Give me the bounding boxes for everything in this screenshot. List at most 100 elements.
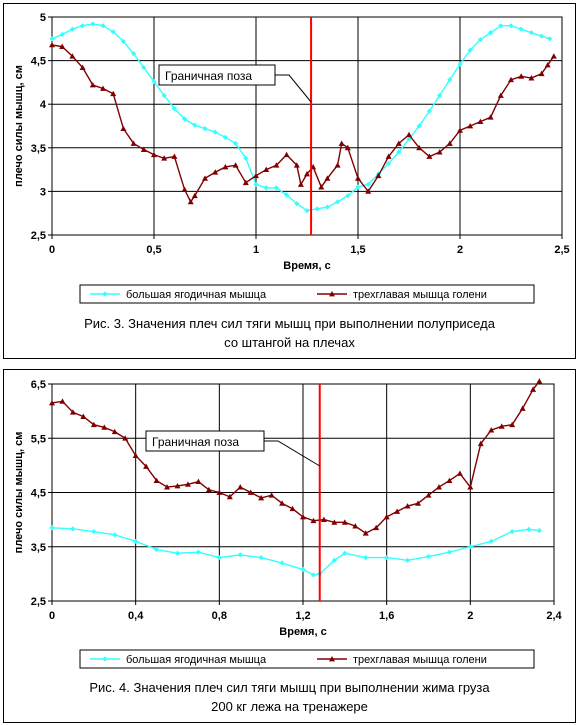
data-point [456,470,463,476]
caption-line-2: со штангой на плечах [224,335,355,350]
data-point [386,160,392,167]
x-tick-label: 1,6 [379,610,394,622]
figure-3-chart: 0 0,5 1 1,5 2 2,5 2,5 3 3,5 4 4,5 5 Время, с плечо си… [13,12,570,304]
data-point [467,123,474,129]
legend-marker [102,656,108,662]
data-point [161,155,168,161]
data-point [324,204,330,210]
data-point [237,484,244,490]
legend-label: большая ягодичная мышца [126,654,267,666]
y-tick-label: 4 [40,99,47,111]
data-point [446,477,453,483]
x-tick-label: 0 [49,244,55,256]
data-point [202,175,208,181]
data-point [49,525,55,531]
x-axis-label: Время, с [283,260,330,272]
data-point [457,61,463,67]
data-point [111,428,118,435]
data-point [263,185,269,191]
data-point [467,484,474,490]
data-point [283,151,290,158]
data-point [212,129,218,135]
data-point [110,29,116,35]
data-point [263,166,270,172]
data-point [232,162,239,168]
data-point [435,484,442,490]
x-axis-label: Время, с [279,626,326,638]
data-point [242,179,249,186]
data-point [293,162,300,168]
y-tick-label: 5 [40,12,46,24]
data-point [131,51,137,57]
data-point [467,544,473,550]
figure-3-caption: Рис. 3. Значения плеч сил тяги мышц при … [4,314,575,352]
plot-area [51,16,563,236]
data-point [426,108,432,114]
data-point [191,192,198,199]
data-point [171,153,178,159]
data-point [530,386,537,392]
data-point [253,172,259,179]
y-axis-label: плечо силы мышц, см [13,65,25,187]
data-point [518,26,524,32]
data-point [304,207,310,214]
data-point [140,146,147,152]
data-point [436,149,443,155]
x-tick-label: 2 [457,244,463,256]
legend-box [79,649,535,669]
figure-4-panel: 0 0,4 0,8 1,2 1,6 2 2,4 2,5 3,5 4,5 5,5 6,5 Время, с… [3,369,576,723]
data-point [284,192,290,198]
caption-line-1: Рис. 3. Значения плеч сил тяги мышц при … [84,316,495,331]
data-point [404,503,411,509]
data-point [415,500,422,506]
data-point [101,424,108,430]
data-point [404,557,411,563]
x-tick-label: 0,8 [212,610,227,622]
data-point [539,33,545,39]
series-line [51,23,550,212]
data-point [279,500,286,506]
legend-marker [329,656,335,662]
data-point [132,452,139,459]
data-point [425,492,432,498]
x-tick-label: 2,5 [554,244,569,256]
y-tick-label: 4,5 [31,56,46,68]
y-tick-label: 2,5 [31,230,46,242]
x-tick-label: 2 [467,610,473,622]
data-point [344,144,351,151]
data-point [130,140,137,146]
data-point [519,405,526,411]
data-point [59,31,65,38]
data-point [547,36,553,42]
data-point [110,90,117,97]
data-point [59,43,66,50]
data-point [80,23,86,29]
data-point [273,185,279,191]
data-point [528,75,535,81]
data-point [161,92,167,99]
data-point [222,163,229,170]
data-point [90,421,97,428]
data-point [406,136,412,142]
data-point [226,493,233,500]
data-point [120,125,127,132]
data-point [122,435,129,441]
data-point [383,513,390,520]
data-point [385,153,392,159]
data-point [498,23,504,29]
data-point [314,206,320,212]
series-2 [49,41,557,205]
annotation-leader [275,74,312,103]
data-point [375,172,382,179]
data-point [394,508,401,514]
data-point [69,26,75,32]
data-point [310,517,317,524]
data-point [233,140,239,147]
data-point [509,421,516,428]
data-point [120,38,126,45]
legend-label: большая ягодичная мышца [126,289,267,301]
y-axis-label: плечо силы мышц, см [13,432,25,554]
data-point [174,550,181,556]
x-tick-label: 1,2 [295,610,310,622]
data-point [338,140,345,146]
